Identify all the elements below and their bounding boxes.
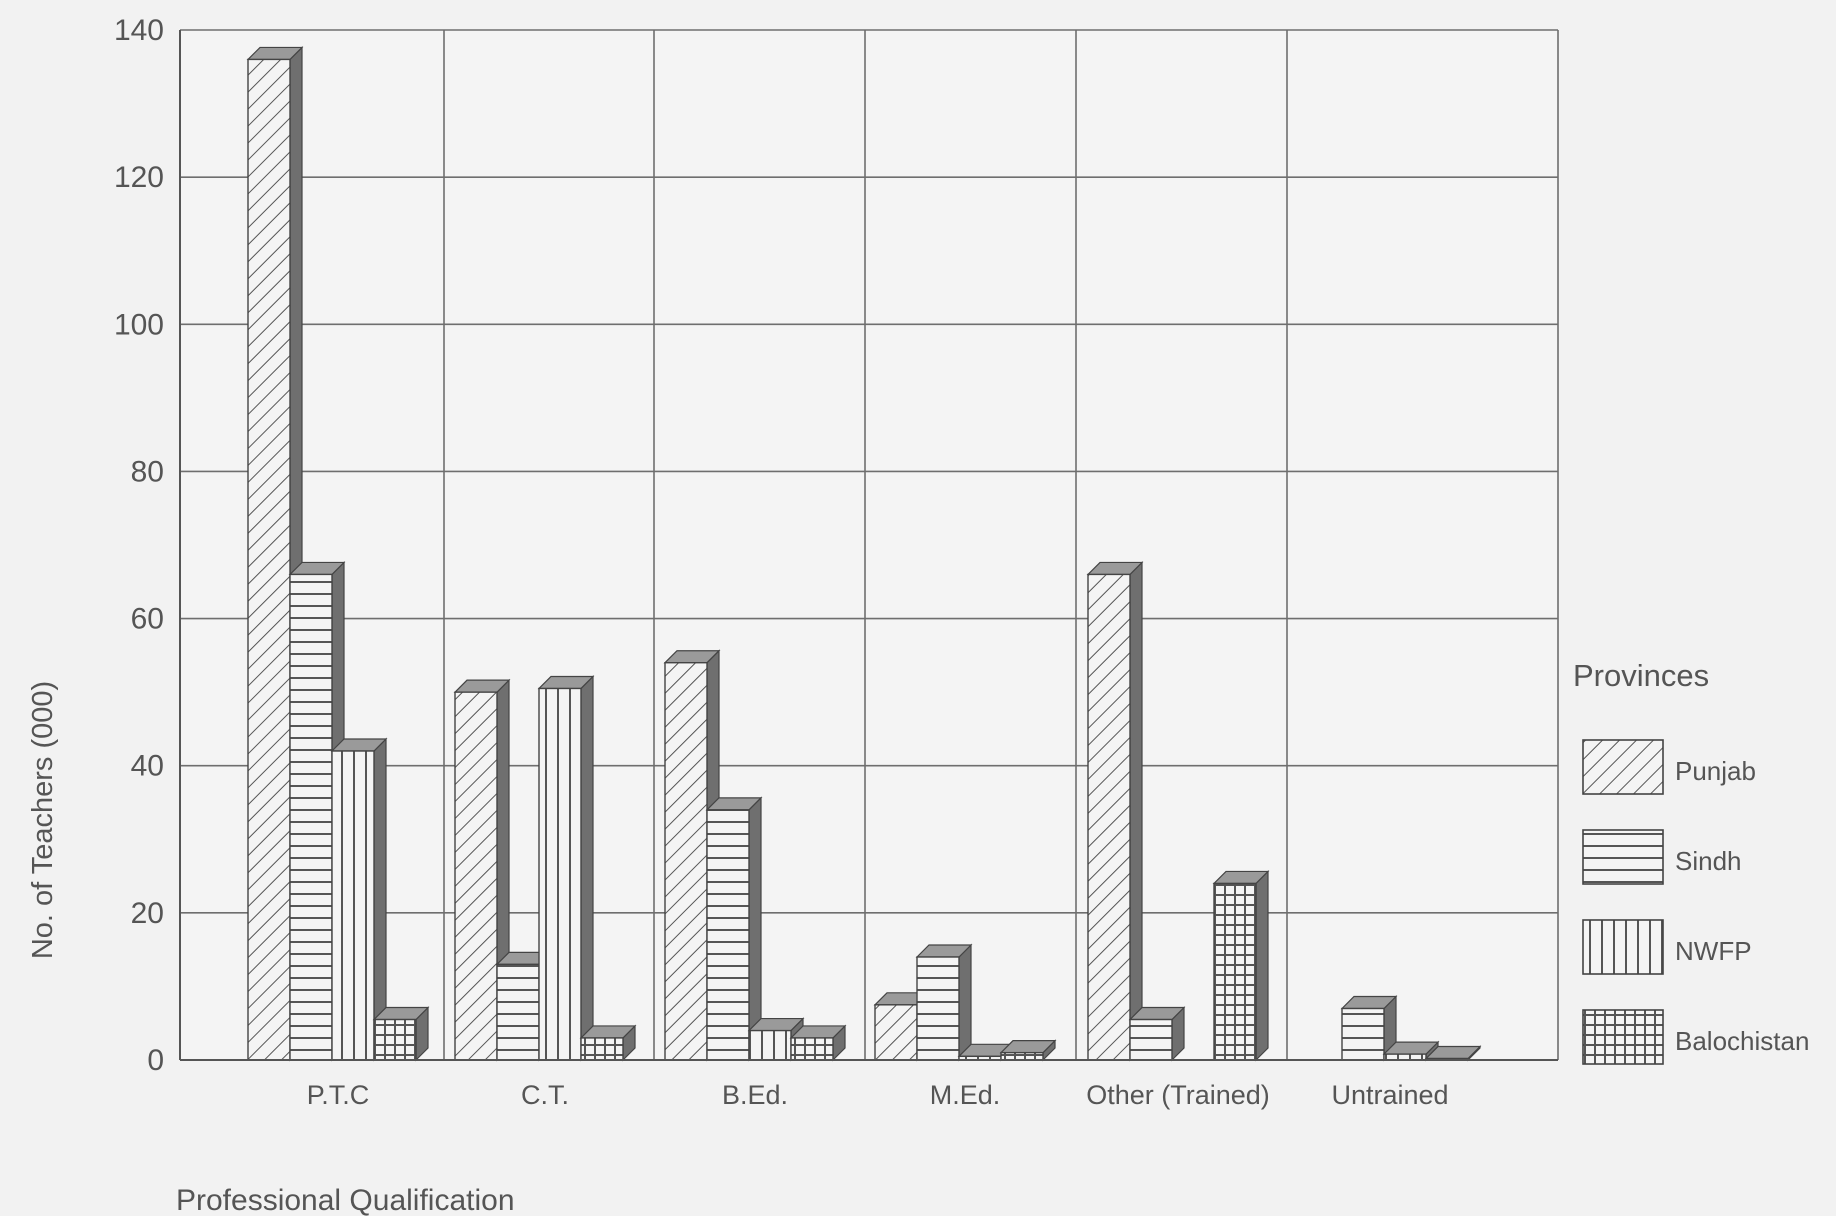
x-axis-label: Professional Qualification	[176, 1184, 515, 1216]
x-tick-label: M.Ed.	[930, 1080, 1001, 1110]
bar-front	[1341, 1007, 1385, 1061]
bar-sindh-3	[915, 943, 973, 1062]
bar-front	[916, 956, 960, 1061]
legend-title: Provinces	[1573, 658, 1709, 693]
bar-balochistan-2	[789, 1024, 847, 1062]
legend-item-nwfp: NWFP	[1582, 919, 1752, 975]
bar-punjab-4	[1086, 560, 1144, 1062]
legend-label: Balochistan	[1675, 1026, 1809, 1056]
y-tick-label: 80	[131, 455, 164, 488]
bar-side	[580, 675, 594, 1062]
bar-balochistan-0	[372, 1006, 430, 1062]
bar-front	[331, 750, 375, 1061]
x-tick-label: P.T.C	[307, 1080, 370, 1110]
bar-nwfp-1	[537, 675, 595, 1062]
x-tick-label: B.Ed.	[722, 1080, 788, 1110]
bar-front	[1213, 882, 1257, 1061]
bar-front	[1129, 1018, 1173, 1061]
bar-front	[289, 573, 333, 1061]
bar-front	[874, 1004, 918, 1061]
bar-front	[748, 1029, 792, 1061]
bar-sindh-2	[705, 796, 763, 1062]
y-tick-label: 20	[131, 897, 164, 930]
legend-swatch	[1582, 1009, 1664, 1065]
y-tick-label: 0	[147, 1044, 164, 1077]
y-tick-label: 40	[131, 750, 164, 783]
bar-front	[373, 1018, 417, 1061]
bar-front	[1000, 1051, 1044, 1061]
legend-label: Punjab	[1675, 756, 1756, 786]
bar-side	[1129, 560, 1143, 1062]
y-tick-label: 60	[131, 603, 164, 636]
bar-front	[790, 1037, 834, 1061]
bars	[246, 45, 1482, 1062]
x-tick-label: C.T.	[521, 1080, 569, 1110]
legend-item-punjab: Punjab	[1582, 739, 1756, 795]
legend-swatch	[1582, 829, 1664, 885]
bar-punjab-1	[453, 678, 511, 1062]
legend-label: NWFP	[1675, 936, 1752, 966]
bar-front	[1087, 573, 1131, 1061]
bar-front	[664, 662, 708, 1061]
legend-item-sindh: Sindh	[1582, 829, 1742, 885]
bar-front	[538, 687, 582, 1061]
axes: 0 20 40 60 80 100 120 140 P.T.C C.T. B.Ed. M.Ed. Oth…	[114, 14, 1558, 1110]
bar-front	[247, 58, 291, 1061]
y-axis-label: No. of Teachers (000)	[27, 681, 59, 959]
gridlines	[179, 29, 1559, 1061]
bar-balochistan-1	[579, 1024, 637, 1062]
legend-swatch	[1582, 739, 1664, 795]
legend-label: Sindh	[1675, 846, 1742, 876]
x-tick-label: Untrained	[1331, 1080, 1448, 1110]
bar-balochistan-3	[999, 1039, 1057, 1062]
bar-front	[706, 809, 750, 1061]
plot-area	[180, 30, 1558, 1060]
bar-front	[580, 1037, 624, 1061]
x-tick-label: Other (Trained)	[1086, 1080, 1270, 1110]
y-tick-label: 140	[114, 14, 164, 47]
y-tick-label: 120	[114, 161, 164, 194]
legend: Provinces Punjab Sindh NWFP Balochistan	[1573, 658, 1809, 1065]
bar-side	[958, 943, 972, 1062]
legend-item-balochistan: Balochistan	[1582, 1009, 1809, 1065]
legend-swatch	[1582, 919, 1664, 975]
bar-balochistan-4	[1212, 869, 1270, 1062]
bar-side	[1255, 869, 1269, 1062]
bar-balochistan-5	[1424, 1045, 1482, 1062]
bar-nwfp-0	[330, 737, 388, 1062]
bar-front	[496, 963, 540, 1061]
bar-sindh-4	[1128, 1006, 1186, 1062]
bar-front	[454, 691, 498, 1061]
y-tick-label: 100	[114, 308, 164, 341]
